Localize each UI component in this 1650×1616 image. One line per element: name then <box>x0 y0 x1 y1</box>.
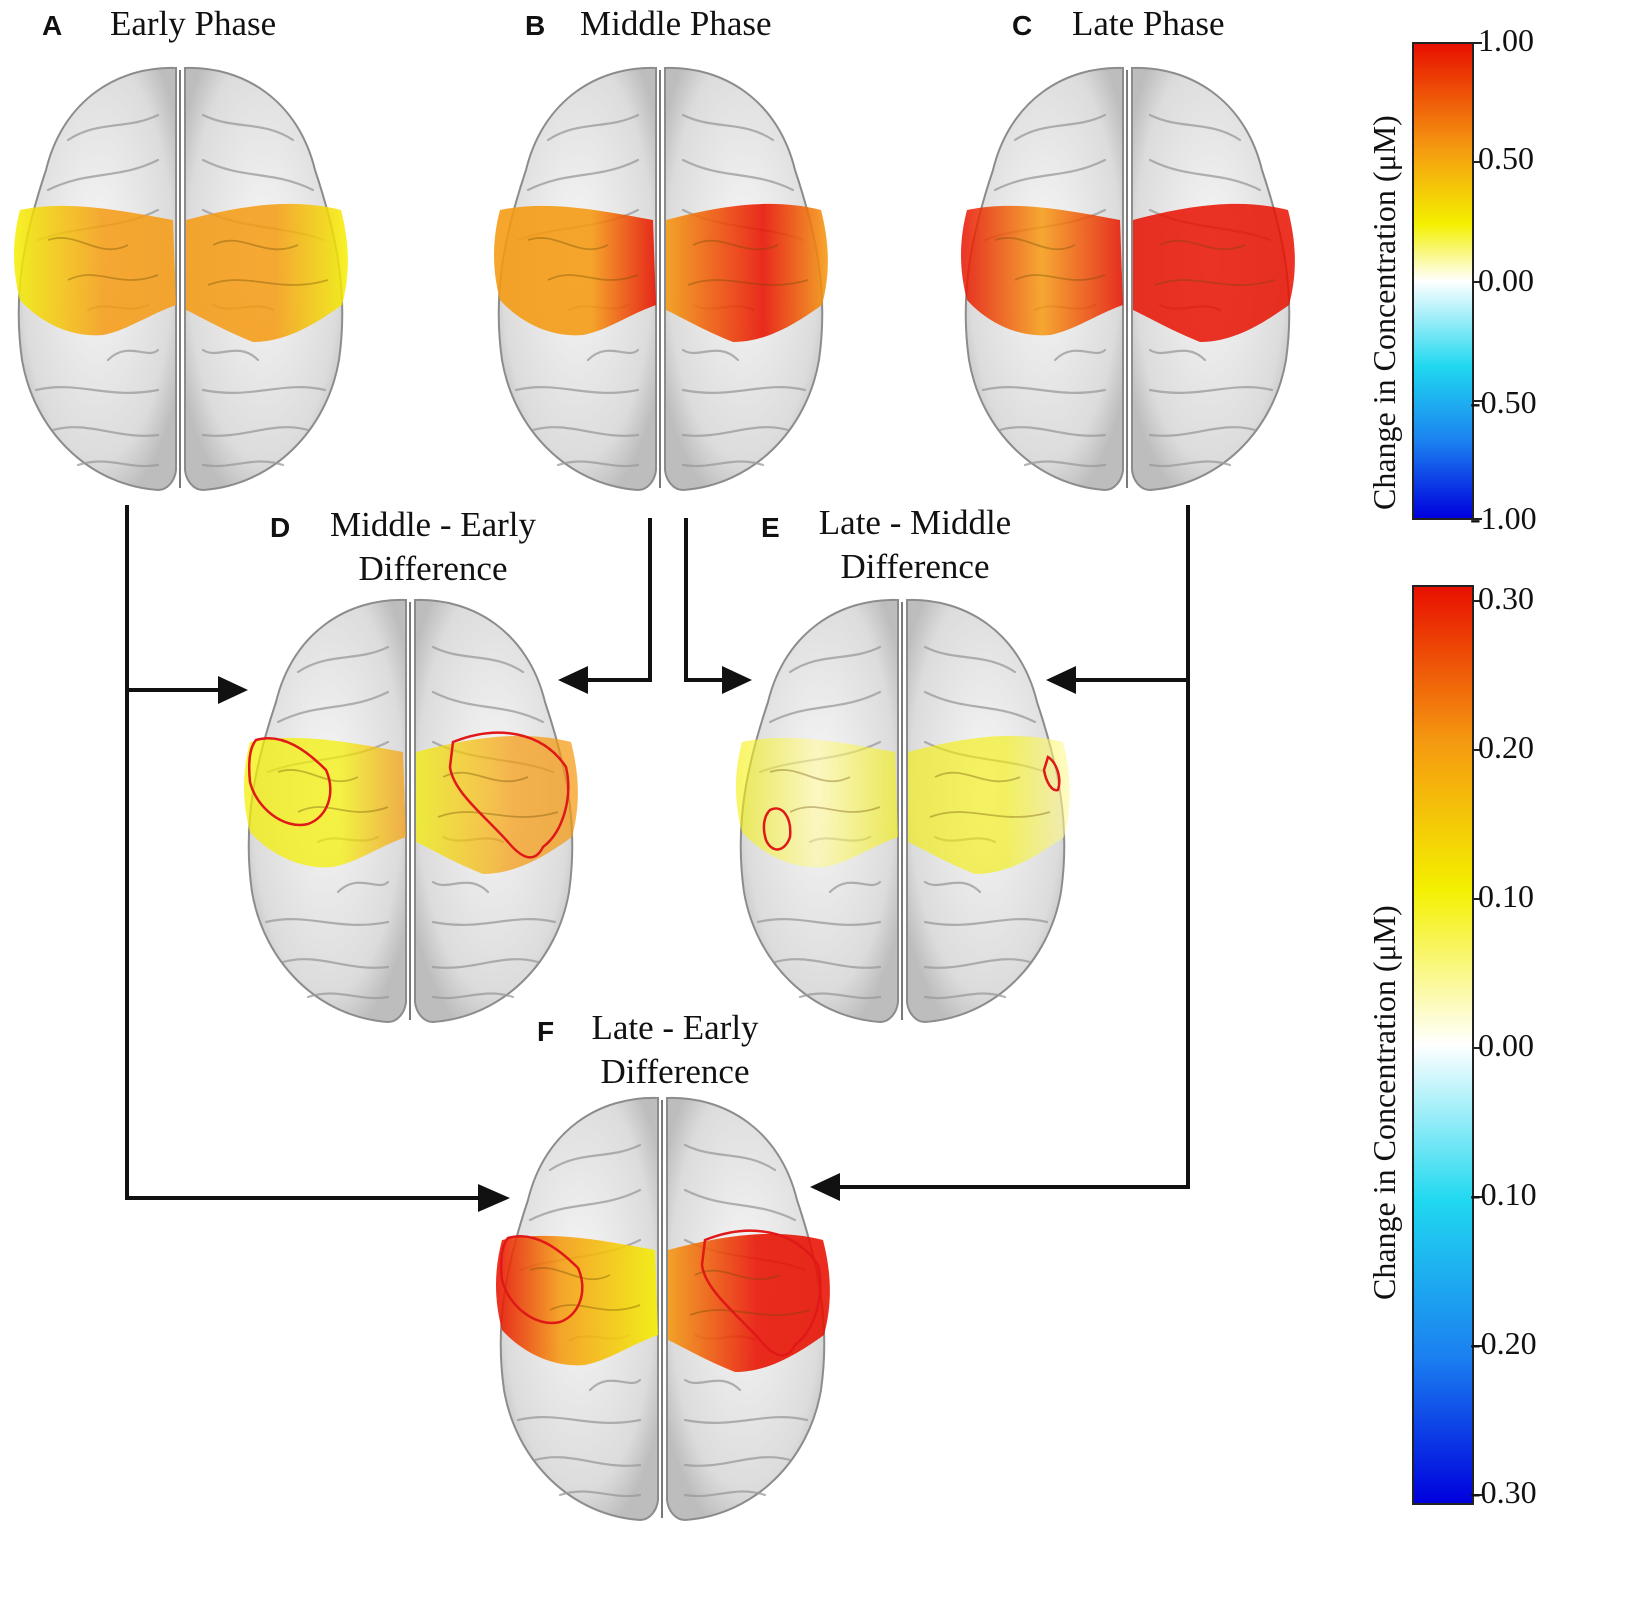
panel-title-e-line1: Late - Middle <box>818 503 1012 542</box>
roi-outline-rightSmall <box>1042 755 1061 792</box>
colorbar-phase-tick-3: -0.50 <box>1470 384 1537 420</box>
arrow-a-to-d <box>125 505 222 692</box>
colorbar-difference-tick-1: 0.20 <box>1478 729 1534 765</box>
panel-title-e-line2: Difference <box>840 547 990 586</box>
colorbar-difference-tick-mark-0 <box>1472 600 1482 602</box>
arrow-c-to-f <box>838 680 1190 1189</box>
panel-letter-a: A <box>42 10 63 41</box>
panel-title-a-line1: Early Phase <box>110 4 277 43</box>
colorbar-phase-tick-mark-1 <box>1472 161 1482 163</box>
panel-title-f-line1: Late - Early <box>591 1008 759 1047</box>
arrowhead-a-to-d <box>218 676 248 704</box>
colorbar-difference-tick-2: 0.10 <box>1478 878 1534 914</box>
activation-left <box>496 1235 658 1366</box>
colorbar-phase-tick-mark-4 <box>1472 518 1482 520</box>
colorbar-difference-tick-mark-1 <box>1472 749 1482 751</box>
arrow-a-to-f <box>125 690 478 1200</box>
panel-title-e: Late - Middle Difference <box>810 501 1020 589</box>
colorbar-phase <box>1412 42 1474 520</box>
brain-late-phase <box>961 66 1295 492</box>
activation-left <box>494 205 656 336</box>
colorbar-phase-tick-mark-0 <box>1472 42 1482 44</box>
activation-right <box>666 203 828 342</box>
panel-title-b-line1: Middle Phase <box>580 4 772 43</box>
panel-letter-f: F <box>537 1016 555 1047</box>
colorbar-difference-tick-0: 0.30 <box>1478 580 1534 616</box>
arrowhead-b-to-e <box>722 666 752 694</box>
panel-letter-d: D <box>270 512 291 543</box>
panel-title-d-line2: Difference <box>358 549 508 588</box>
colorbar-difference-tick-mark-2 <box>1472 898 1482 900</box>
colorbar-phase-tick-2: 0.00 <box>1478 262 1534 298</box>
brain-middle-early-difference <box>244 598 578 1024</box>
brain-late-early-difference <box>496 1096 830 1522</box>
colorbar-difference-tick-mark-3 <box>1472 1047 1482 1049</box>
arrowhead-b-to-d <box>558 666 588 694</box>
arrowhead-c-to-e <box>1046 666 1076 694</box>
activation-right <box>186 203 348 342</box>
panel-title-f: Late - Early Difference <box>585 1006 765 1094</box>
panel-title-f-line2: Difference <box>600 1052 750 1091</box>
roi-outline-right <box>448 731 570 859</box>
colorbar-difference <box>1412 585 1474 1505</box>
roi-outline-left <box>500 1235 584 1325</box>
activation-right <box>1133 203 1295 342</box>
colorbar-difference-tick-mark-5 <box>1472 1345 1482 1347</box>
panel-letter-b: B <box>525 10 546 41</box>
activation-left <box>961 205 1123 336</box>
panel-title-c-line1: Late Phase <box>1072 4 1225 43</box>
colorbar-phase-tick-1: 0.50 <box>1478 140 1534 176</box>
colorbar-difference-tick-6: -0.30 <box>1470 1474 1537 1510</box>
brain-middle-phase <box>494 66 828 492</box>
panel-title-c: Late Phase <box>1072 2 1225 46</box>
activation-left <box>14 205 176 336</box>
colorbar-difference-tick-5: -0.20 <box>1470 1325 1537 1361</box>
colorbar-difference-label: Change in Concentration (μM) <box>1366 905 1402 1300</box>
panel-title-a: Early Phase <box>110 2 276 46</box>
colorbar-difference-tick-mark-6 <box>1472 1494 1482 1496</box>
roi-outline-left <box>248 737 332 827</box>
activation-right <box>668 1233 830 1372</box>
colorbar-phase-tick-mark-2 <box>1472 281 1482 283</box>
panel-letter-e: E <box>761 512 780 543</box>
brain-late-middle-difference <box>736 598 1070 1024</box>
arrow-c-to-e <box>1072 505 1190 682</box>
colorbar-phase-tick-0: 1.00 <box>1478 22 1534 58</box>
arrowhead-c-to-f <box>810 1173 840 1201</box>
roi-outline-right <box>700 1229 822 1357</box>
activation-left <box>736 737 898 868</box>
arrowhead-a-to-f <box>478 1184 510 1212</box>
colorbar-phase-tick-mark-3 <box>1472 400 1482 402</box>
colorbar-phase-tick-4: -1.00 <box>1470 500 1537 536</box>
panel-title-d: Middle - Early Difference <box>322 503 544 591</box>
activation-right <box>416 735 578 874</box>
activation-left <box>244 737 406 868</box>
activation-right <box>908 735 1070 874</box>
panel-title-d-line1: Middle - Early <box>329 505 537 544</box>
brain-early-phase <box>14 66 348 492</box>
panel-title-b: Middle Phase <box>580 2 772 46</box>
arrow-b-to-d <box>585 518 652 682</box>
panel-letter-c: C <box>1012 10 1033 41</box>
roi-outline-leftSmall <box>762 807 792 851</box>
colorbar-difference-tick-3: 0.00 <box>1478 1027 1534 1063</box>
colorbar-phase-label: Change in Concentration (μM) <box>1366 115 1402 510</box>
colorbar-difference-tick-4: -0.10 <box>1470 1176 1537 1212</box>
colorbar-difference-tick-mark-4 <box>1472 1196 1482 1198</box>
arrow-b-to-e <box>684 518 725 682</box>
